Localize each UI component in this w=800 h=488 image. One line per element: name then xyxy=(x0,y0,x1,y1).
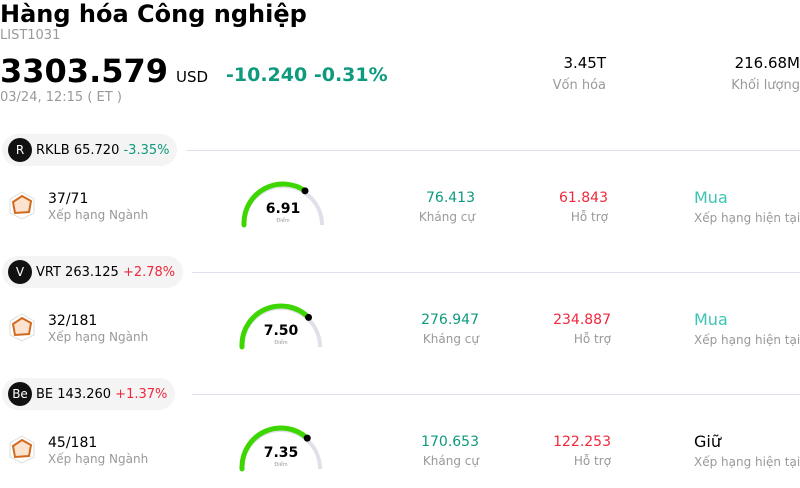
company-logo: R xyxy=(8,138,32,162)
support-value: 234.887 xyxy=(553,312,611,328)
page-title: Hàng hóa Công nghiệp xyxy=(0,0,307,28)
resistance-label: Kháng cự xyxy=(422,332,479,346)
price-change: -10.240 -0.31% xyxy=(226,64,388,86)
volume: 216.68M xyxy=(734,54,800,72)
score-label: Điểm xyxy=(276,218,290,224)
current-rating: Giữ xyxy=(694,432,721,451)
score-label: Điểm xyxy=(274,462,288,468)
industry-rank: 32/181 xyxy=(48,313,98,329)
gauge-marker xyxy=(301,187,309,195)
current-rating: Mua xyxy=(694,188,728,207)
resistance-label: Kháng cự xyxy=(422,454,479,468)
stock-chip[interactable]: R RKLB 65.720 -3.35% xyxy=(2,134,178,166)
change-value: -10.240 xyxy=(226,64,308,86)
price: 3303.579 xyxy=(0,52,169,90)
industry-rank: 37/71 xyxy=(48,191,89,207)
gauge-fill xyxy=(241,181,308,228)
stock-chip[interactable]: V VRT 263.125 +2.78% xyxy=(2,256,184,288)
industry-rank-label: Xếp hạng Ngành xyxy=(48,452,149,466)
resistance-value: 170.653 xyxy=(421,434,479,450)
stock-change-pct: -3.35% xyxy=(123,142,170,158)
support-value: 122.253 xyxy=(553,434,611,450)
market-cap-label: Vốn hóa xyxy=(552,78,606,93)
score-gauge xyxy=(241,181,324,228)
company-logo: Be xyxy=(8,382,32,406)
support-label: Hỗ trợ xyxy=(573,454,611,468)
gauge-marker xyxy=(305,313,313,321)
timestamp: 03/24, 12:15 ( ET ) xyxy=(0,90,122,105)
score-label: Điểm xyxy=(274,340,288,346)
score-gauge xyxy=(239,303,322,350)
current-rating: Mua xyxy=(694,310,728,329)
support-label: Hỗ trợ xyxy=(573,332,611,346)
resistance-label: Kháng cự xyxy=(418,210,475,224)
score-value: 6.91 xyxy=(265,201,301,217)
volume-label: Khối lượng xyxy=(731,78,800,93)
divider xyxy=(192,394,800,395)
ticker-price: RKLB 65.720 xyxy=(36,142,120,158)
stock-change-pct: +1.37% xyxy=(115,386,168,402)
change-pct: -0.31% xyxy=(313,64,388,86)
company-logo: V xyxy=(8,260,32,284)
radar-icon xyxy=(9,435,35,464)
ticker-price: VRT 263.125 xyxy=(36,264,119,280)
industry-rank: 45/181 xyxy=(48,435,98,451)
score-value: 7.50 xyxy=(263,323,299,339)
gauge-marker xyxy=(303,434,311,442)
current-rating-label: Xếp hạng hiện tại xyxy=(694,211,800,225)
market-cap: 3.45T xyxy=(563,54,606,72)
industry-rank-label: Xếp hạng Ngành xyxy=(48,208,149,222)
score-value: 7.35 xyxy=(263,445,299,461)
gauge-fill xyxy=(239,425,310,472)
score-gauge xyxy=(239,425,322,472)
current-rating-label: Xếp hạng hiện tại xyxy=(694,333,800,347)
resistance-value: 276.947 xyxy=(421,312,479,328)
ticker-price: BE 143.260 xyxy=(36,386,112,402)
current-rating-label: Xếp hạng hiện tại xyxy=(694,455,800,469)
divider xyxy=(186,150,800,151)
divider xyxy=(192,272,800,273)
radar-icon xyxy=(9,313,35,342)
resistance-value: 76.413 xyxy=(426,190,475,206)
industry-rank-label: Xếp hạng Ngành xyxy=(48,330,149,344)
support-value: 61.843 xyxy=(559,190,608,206)
list-code: LIST1031 xyxy=(0,28,61,43)
gauge-fill xyxy=(239,303,312,350)
radar-icon xyxy=(9,191,35,220)
currency: USD xyxy=(176,68,209,86)
stock-chip[interactable]: Be BE 143.260 +1.37% xyxy=(2,378,176,410)
stock-change-pct: +2.78% xyxy=(122,264,176,280)
support-label: Hỗ trợ xyxy=(570,210,608,224)
